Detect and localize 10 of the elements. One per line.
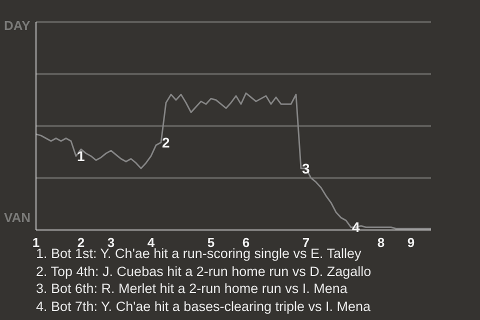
text: 3. Bot 6th: R. Merlet hit a 2-run home run vs I. Mena: [36, 280, 348, 298]
annotation: 2: [162, 134, 170, 150]
x-tick-label: 8: [377, 235, 385, 250]
annotation: 3: [302, 160, 310, 176]
annotation: 1: [77, 148, 85, 164]
text: 2. Top 4th: J. Cuebas hit a 2-run home run vs D. Zagallo: [36, 262, 372, 280]
text: VAN: [4, 210, 30, 225]
text: DAY: [4, 18, 30, 33]
x-tick-label: 9: [407, 235, 415, 250]
text: 4. Bot 7th: Y. Ch'ae hit a bases-clearing triple vs I. Mena: [36, 298, 372, 316]
